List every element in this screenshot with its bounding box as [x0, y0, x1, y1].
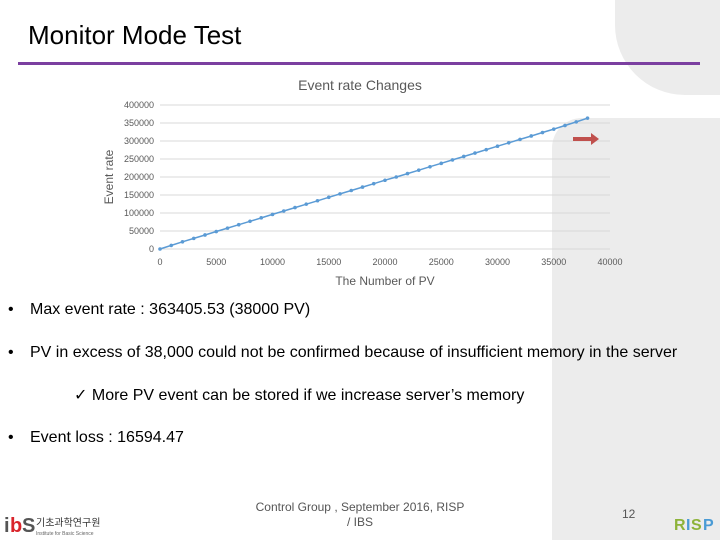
- risp-logo: R I S P: [674, 517, 714, 534]
- data-point-13: [304, 202, 309, 206]
- data-point-12: [293, 205, 297, 210]
- data-point-10: [270, 212, 275, 217]
- x-tick-label-4: 20000: [372, 257, 397, 267]
- bullet-marker: •: [8, 429, 14, 446]
- svg-text:i: i: [4, 515, 10, 537]
- y-tick-label-1: 50000: [129, 226, 154, 236]
- y-tick-label-6: 300000: [124, 136, 154, 146]
- data-point-31: [506, 141, 511, 145]
- data-point-1: [169, 243, 174, 248]
- slide-title: Monitor Mode Test: [28, 20, 242, 50]
- data-point-15: [326, 195, 331, 200]
- decorative-shape-right: [552, 118, 720, 540]
- y-tick-label-5: 250000: [124, 154, 154, 164]
- data-point-0: [158, 247, 162, 251]
- ibs-logo: i b S 기초과학연구원 Institute for Basic Scienc…: [4, 515, 100, 537]
- svg-text:S: S: [691, 517, 702, 534]
- svg-text:b: b: [10, 515, 22, 537]
- checkmark-icon: ✓: [74, 387, 88, 404]
- data-point-16: [338, 192, 342, 196]
- y-tick-label-8: 400000: [124, 100, 154, 110]
- series-points: [158, 116, 590, 251]
- data-point-38: [585, 116, 590, 120]
- data-point-19: [371, 181, 376, 186]
- data-point-37: [574, 120, 579, 124]
- x-tick-label-0: 0: [157, 257, 162, 267]
- data-point-26: [450, 158, 455, 162]
- data-point-18: [360, 185, 365, 189]
- data-point-27: [461, 154, 466, 159]
- data-point-28: [473, 151, 477, 155]
- data-point-8: [248, 219, 252, 224]
- x-tick-label-1: 5000: [206, 257, 226, 267]
- y-tick-labels: 0 50000 100000 150000 200000 250000 300000 3500…: [124, 100, 154, 254]
- data-point-35: [551, 127, 556, 131]
- data-point-34: [540, 130, 545, 135]
- x-tick-label-8: 40000: [597, 257, 622, 267]
- data-point-17: [349, 188, 354, 193]
- x-tick-labels: 0 5000 10000 15000 20000 25000 30000 35000 40000: [157, 257, 622, 267]
- chart-gridlines: [160, 104, 610, 250]
- data-point-6: [225, 226, 230, 230]
- data-point-4: [203, 233, 207, 237]
- x-axis-label: The Number of PV: [335, 274, 434, 288]
- svg-text:기초과학연구원: 기초과학연구원: [36, 517, 100, 529]
- data-point-7: [236, 222, 241, 227]
- data-point-22: [405, 171, 410, 176]
- data-point-25: [439, 161, 444, 166]
- x-tick-label-7: 35000: [541, 257, 566, 267]
- data-point-14: [315, 198, 320, 203]
- data-point-24: [428, 164, 432, 169]
- svg-text:S: S: [22, 515, 35, 537]
- bullet-marker: •: [8, 301, 14, 318]
- data-point-11: [281, 209, 286, 213]
- svg-text:I: I: [686, 517, 690, 534]
- page-number: 12: [622, 507, 636, 521]
- title-divider: [18, 62, 700, 65]
- sub-bullet-memory: ✓ More PV event can be stored if we incr…: [74, 387, 525, 404]
- data-point-29: [484, 147, 489, 152]
- chart-title: Event rate Changes: [298, 77, 422, 93]
- y-tick-label-0: 0: [149, 244, 154, 254]
- data-point-2: [180, 240, 185, 244]
- x-tick-label-6: 30000: [485, 257, 510, 267]
- data-point-33: [529, 134, 534, 138]
- x-tick-label-2: 10000: [260, 257, 285, 267]
- footer: Control Group , September 2016, RISP / I…: [255, 500, 465, 529]
- svg-text:Institute for Basic Science: Institute for Basic Science: [36, 531, 94, 537]
- svg-text:P: P: [703, 517, 714, 534]
- data-point-5: [214, 229, 219, 234]
- bullet-marker: •: [8, 344, 14, 361]
- y-tick-label-4: 200000: [124, 172, 154, 182]
- data-point-9: [259, 216, 264, 220]
- svg-text:R: R: [674, 517, 686, 534]
- data-point-32: [518, 137, 522, 142]
- data-point-3: [191, 236, 196, 241]
- data-point-21: [394, 175, 399, 179]
- y-axis-label: Event rate: [102, 149, 116, 204]
- y-tick-label-7: 350000: [124, 118, 154, 128]
- x-tick-label-5: 25000: [429, 257, 454, 267]
- data-point-20: [383, 178, 387, 183]
- event-rate-chart: Event rate Changes 050000100000150000200…: [102, 77, 623, 288]
- data-point-30: [495, 144, 500, 149]
- data-point-23: [416, 168, 421, 172]
- x-tick-label-3: 15000: [316, 257, 341, 267]
- data-point-36: [563, 123, 567, 128]
- y-tick-label-3: 150000: [124, 190, 154, 200]
- y-tick-label-2: 100000: [124, 208, 154, 218]
- arrow-annotation: [573, 133, 599, 145]
